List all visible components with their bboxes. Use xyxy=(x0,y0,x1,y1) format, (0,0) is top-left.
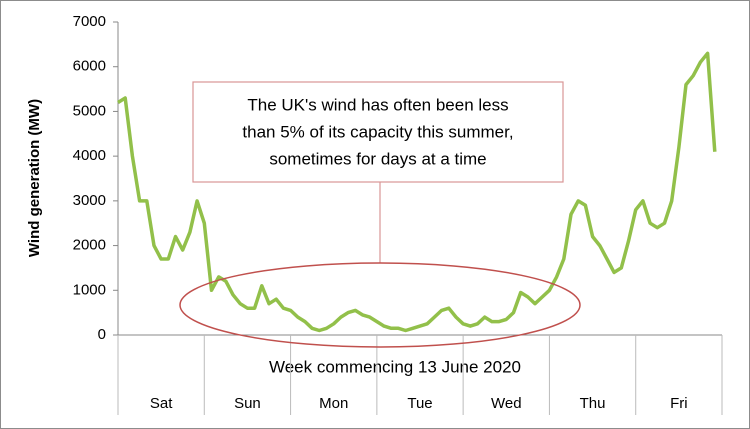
x-tick-label: Tue xyxy=(407,395,432,412)
x-axis-title: Week commencing 13 June 2020 xyxy=(269,357,521,376)
y-tick-label: 7000 xyxy=(73,13,106,30)
highlight-ellipse xyxy=(179,262,581,348)
annotation-text: sometimes for days at a time xyxy=(269,149,486,168)
x-tick-label: Wed xyxy=(491,395,522,412)
annotation-text: than 5% of its capacity this summer, xyxy=(242,122,513,141)
y-axis-title: Wind generation (MW) xyxy=(26,99,43,257)
x-tick-label: Sun xyxy=(234,395,261,412)
y-tick-label: 5000 xyxy=(73,102,106,119)
annotation-text: The UK's wind has often been less xyxy=(247,95,508,114)
y-tick-label: 3000 xyxy=(73,192,106,209)
x-tick-label: Mon xyxy=(319,395,348,412)
x-tick-label: Thu xyxy=(580,395,606,412)
annotation-box xyxy=(192,81,564,183)
y-tick-label: 2000 xyxy=(73,237,106,254)
y-tick-label: 0 xyxy=(98,326,106,343)
x-tick-label: Fri xyxy=(670,395,688,412)
line xyxy=(117,51,717,333)
y-tick-label: 4000 xyxy=(73,147,106,164)
y-tick-label: 1000 xyxy=(73,281,106,298)
y-tick-label: 6000 xyxy=(73,58,106,75)
x-tick-label: Sat xyxy=(150,395,173,412)
